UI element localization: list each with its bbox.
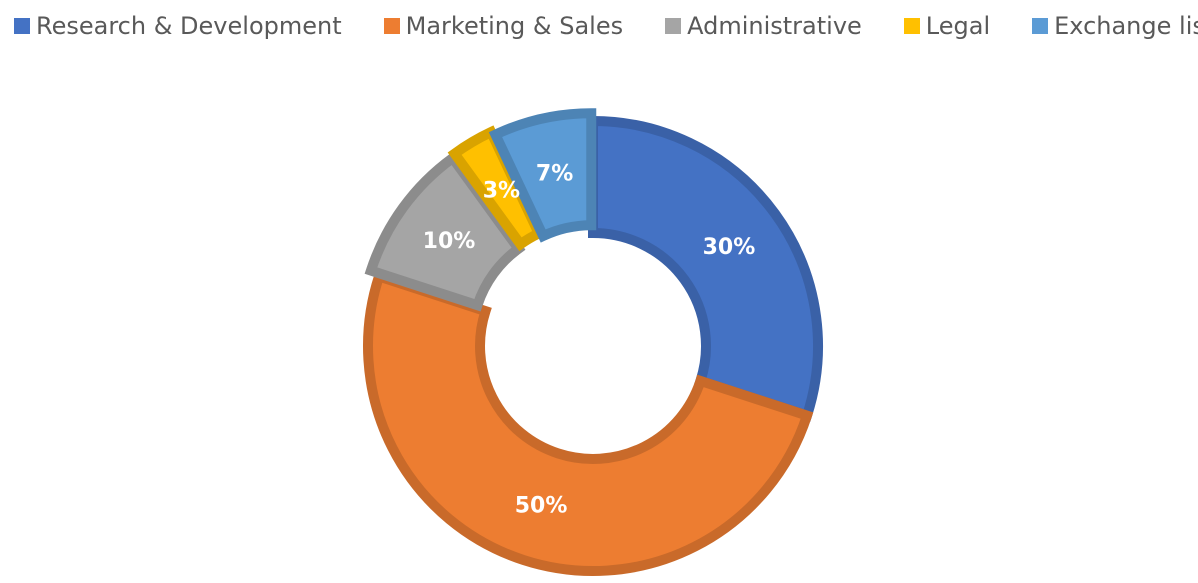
data-label-legal: 3% [483,179,520,204]
legend-label-marketing-sales: Marketing & Sales [405,12,624,40]
legend-swatch-exchange-listing [1032,18,1049,34]
data-label-research-development: 30% [703,235,756,260]
legend-item-administrative: Administrative [665,14,862,38]
legend-label-legal: Legal [925,12,991,40]
data-label-administrative: 10% [423,229,476,254]
slice-exchange-listing [488,108,597,243]
legend-item-research-development: Research & Development [14,14,342,38]
legend-item-marketing-sales: Marketing & Sales [383,12,624,40]
legend-label-exchange-listing: Exchange listing [1054,12,1198,40]
legend-label-administrative: Administrative [687,12,862,40]
legend-swatch-legal [903,18,920,34]
legend-swatch-administrative [665,18,682,34]
legend-item-legal: Legal [903,12,991,40]
donut-slices [363,108,823,576]
donut-data-labels: 30% 50% 10% 3% 7% [423,162,756,519]
legend-swatch-marketing-sales [383,18,400,34]
slice-marketing-sales [363,270,814,576]
legend-item-exchange-listing: Exchange listing [1032,14,1198,38]
legend-label-research-development: Research & Development [36,12,342,40]
chart-legend: Research & Development Marketing & Sales… [0,0,1198,52]
data-label-marketing-sales: 50% [515,493,568,518]
data-label-exchange-listing: 7% [536,162,573,187]
slice-research-development [588,115,823,422]
legend-swatch-research-development [14,18,30,34]
